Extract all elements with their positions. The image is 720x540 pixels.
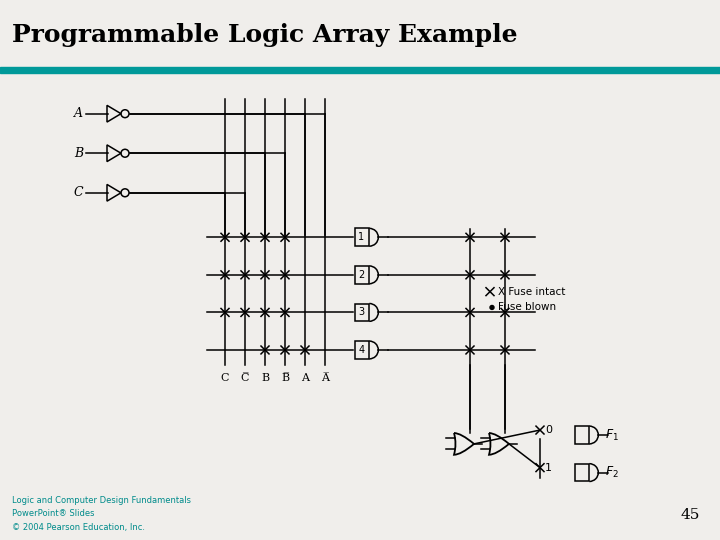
Text: A: A — [74, 107, 83, 120]
Text: C: C — [221, 373, 229, 383]
Text: A: A — [301, 373, 309, 383]
Text: Programmable Logic Array Example: Programmable Logic Array Example — [12, 23, 518, 46]
Text: 45: 45 — [680, 508, 700, 522]
Text: X Fuse intact: X Fuse intact — [498, 287, 565, 296]
Bar — [0, 67, 720, 73]
Bar — [355, 228, 369, 246]
Text: Logic and Computer Design Fundamentals
PowerPoint® Slides
© 2004 Pearson Educati: Logic and Computer Design Fundamentals P… — [12, 496, 191, 532]
Text: 3: 3 — [359, 307, 364, 318]
Text: 1: 1 — [545, 463, 552, 472]
Text: 4: 4 — [359, 345, 364, 355]
Text: B: B — [261, 373, 269, 383]
Bar — [355, 303, 369, 321]
Text: 1: 1 — [359, 232, 364, 242]
Text: $F_1$: $F_1$ — [605, 428, 619, 443]
Text: A̅: A̅ — [321, 373, 329, 383]
Text: C: C — [73, 186, 83, 199]
Text: 2: 2 — [359, 270, 364, 280]
Text: 0: 0 — [545, 425, 552, 435]
Circle shape — [490, 306, 494, 309]
Text: B̅: B̅ — [281, 373, 289, 383]
Bar — [575, 464, 589, 482]
Text: $F_2$: $F_2$ — [605, 465, 618, 480]
Text: Fuse blown: Fuse blown — [498, 302, 556, 313]
Bar — [355, 341, 369, 359]
Bar — [355, 266, 369, 284]
Text: B: B — [74, 147, 83, 160]
Bar — [575, 426, 589, 444]
Text: C̅: C̅ — [240, 373, 249, 383]
